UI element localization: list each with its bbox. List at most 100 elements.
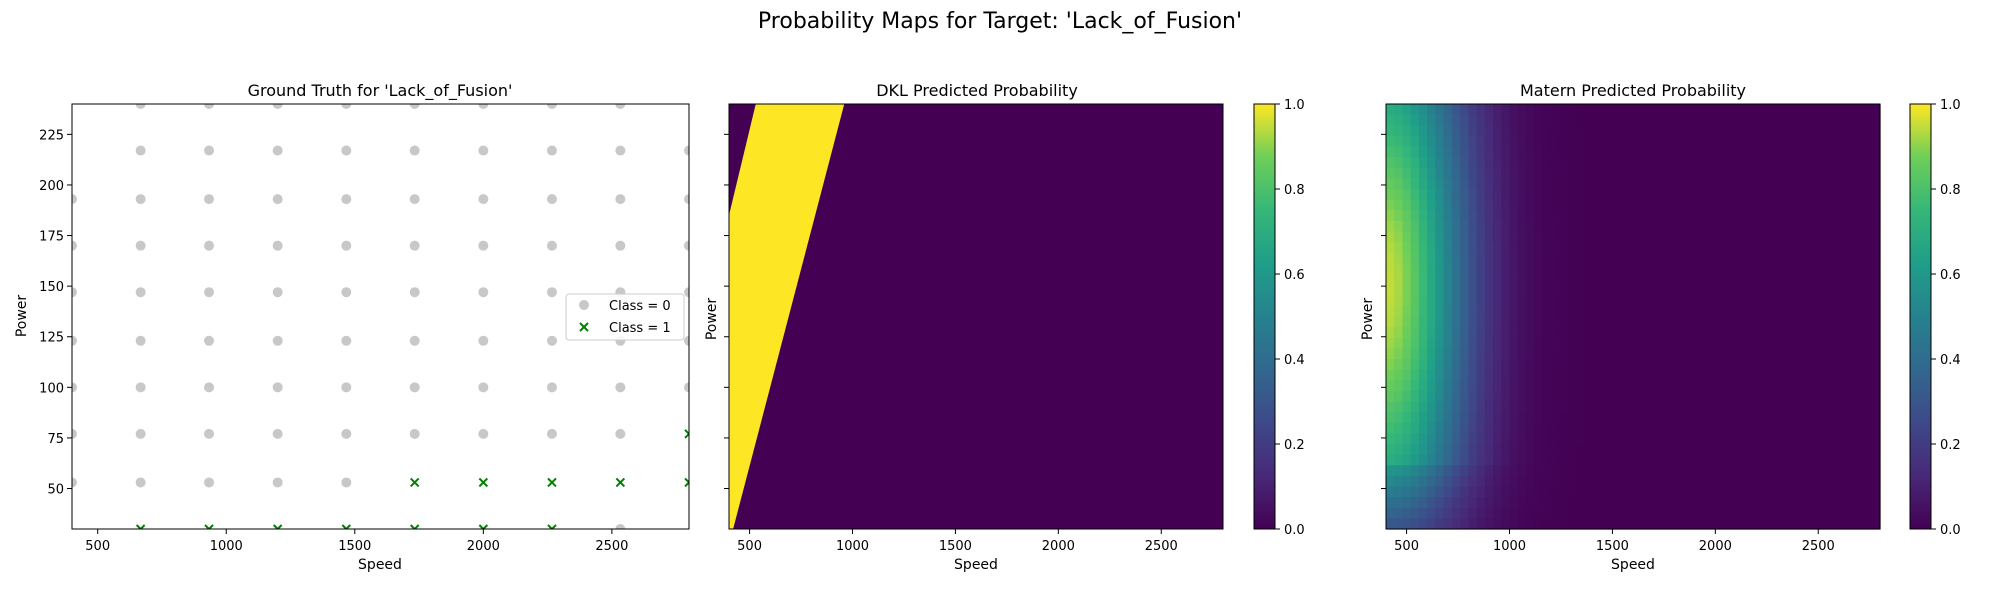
heatmap-cell	[1665, 507, 1675, 519]
heatmap-cell	[1394, 444, 1404, 456]
scatter-point-class-0	[409, 428, 420, 439]
heatmap-cell	[1624, 135, 1634, 148]
heatmap-cell	[1394, 465, 1404, 477]
heatmap-cell	[1410, 497, 1420, 509]
heatmap-cell	[1624, 146, 1634, 158]
heatmap-cell	[1558, 252, 1568, 264]
x-tick-label: 2000	[1042, 539, 1075, 554]
heatmap-cell	[1633, 507, 1642, 519]
heatmap-cell	[1509, 242, 1519, 254]
heatmap-cell	[1674, 146, 1683, 158]
heatmap-cell	[1460, 497, 1469, 509]
heatmap-cell	[1855, 114, 1865, 126]
heatmap-cell	[1707, 348, 1716, 360]
heatmap-cell	[1633, 135, 1642, 148]
heatmap-cell	[1591, 305, 1601, 318]
heatmap-cell	[1583, 412, 1593, 424]
heatmap-cell	[1698, 518, 1708, 530]
heatmap-cell	[1764, 507, 1774, 519]
heatmap-cell	[1591, 433, 1601, 445]
heatmap-cell	[1443, 157, 1453, 169]
scatter-point-class-0	[478, 240, 489, 251]
heatmap-cell	[1822, 454, 1832, 466]
heatmap-cell	[1690, 348, 1700, 360]
heatmap-cell	[1583, 263, 1593, 275]
heatmap-cell	[1690, 390, 1700, 403]
heatmap-cell	[1418, 316, 1428, 328]
heatmap-cell	[1657, 359, 1667, 371]
heatmap-cell	[1525, 465, 1535, 477]
heatmap-cell	[1838, 263, 1848, 275]
heatmap-cell	[1756, 422, 1766, 434]
heatmap-cell	[1583, 390, 1593, 403]
heatmap-cell	[1591, 135, 1601, 148]
heatmap-cell	[1797, 433, 1807, 445]
heatmap-cell	[1591, 199, 1601, 211]
heatmap-cell	[1427, 327, 1436, 339]
heatmap-cell	[1871, 189, 1881, 201]
heatmap-cell	[1855, 146, 1865, 158]
heatmap-cell	[1822, 497, 1832, 509]
heatmap-cell	[1435, 305, 1445, 318]
scatter-point-class-0	[478, 287, 489, 298]
heatmap-cell	[1814, 167, 1823, 179]
heatmap-cell	[1525, 189, 1535, 201]
heatmap-cell	[1402, 305, 1412, 318]
heatmap-cell	[1427, 422, 1436, 434]
scatter-point-class-0	[341, 194, 352, 205]
heatmap-cell	[1468, 497, 1478, 509]
heatmap-cell	[1797, 189, 1807, 201]
heatmap-cell	[1707, 104, 1716, 116]
heatmap-cell	[1805, 444, 1815, 456]
heatmap-cell	[1633, 252, 1642, 264]
heatmap-cell	[1657, 337, 1667, 349]
heatmap-cell	[1418, 475, 1428, 488]
heatmap-cell	[1715, 295, 1725, 307]
heatmap-cell	[1624, 465, 1634, 477]
heatmap-high-region	[729, 104, 845, 529]
heatmap-cell	[1558, 135, 1568, 148]
heatmap-cell	[1509, 252, 1519, 264]
heatmap-cell	[1575, 252, 1585, 264]
heatmap-cell	[1525, 507, 1535, 519]
heatmap-cell	[1460, 454, 1469, 466]
heatmap-cell	[1468, 274, 1478, 286]
heatmap-cell	[1525, 125, 1535, 137]
heatmap-cell	[1863, 507, 1873, 519]
heatmap-cell	[1443, 284, 1453, 296]
heatmap-cell	[1509, 189, 1519, 201]
x-tick-label: 2500	[595, 539, 628, 554]
heatmap-cell	[1781, 507, 1791, 519]
heatmap-cell	[1517, 284, 1527, 296]
scatter-point-class-0	[546, 287, 557, 298]
heatmap-cell	[1427, 497, 1436, 509]
heatmap-cell	[1558, 401, 1568, 413]
heatmap-cell	[1690, 114, 1700, 126]
heatmap-cell	[1443, 337, 1453, 349]
colorbar-ticks: 0.00.20.40.60.81.0	[1275, 98, 1305, 538]
heatmap-cell	[1575, 274, 1585, 286]
heatmap-cell	[1468, 231, 1478, 243]
heatmap-cell	[1583, 316, 1593, 328]
heatmap-cell	[1740, 252, 1749, 264]
heatmap-cell	[1863, 167, 1873, 179]
heatmap-cell	[1493, 454, 1502, 466]
heatmap-cell	[1484, 444, 1494, 456]
heatmap-cell	[1451, 380, 1461, 392]
heatmap-cell	[1822, 146, 1832, 158]
heatmap-cell	[1633, 104, 1642, 116]
scatter-point-class-1	[272, 524, 283, 529]
heatmap-cell	[1575, 454, 1585, 466]
heatmap-cell	[1493, 189, 1502, 201]
heatmap-cell	[1756, 433, 1766, 445]
heatmap-cell	[1641, 475, 1651, 488]
heatmap-cell	[1517, 210, 1527, 222]
heatmap-cell	[1525, 390, 1535, 403]
heatmap-cell	[1558, 220, 1568, 233]
heatmap-cell	[1707, 316, 1716, 328]
heatmap-cell	[1534, 497, 1544, 509]
heatmap-cell	[1616, 284, 1626, 296]
heatmap-cell	[1410, 104, 1420, 116]
heatmap-cell	[1847, 231, 1856, 243]
heatmap-cell	[1435, 125, 1445, 137]
